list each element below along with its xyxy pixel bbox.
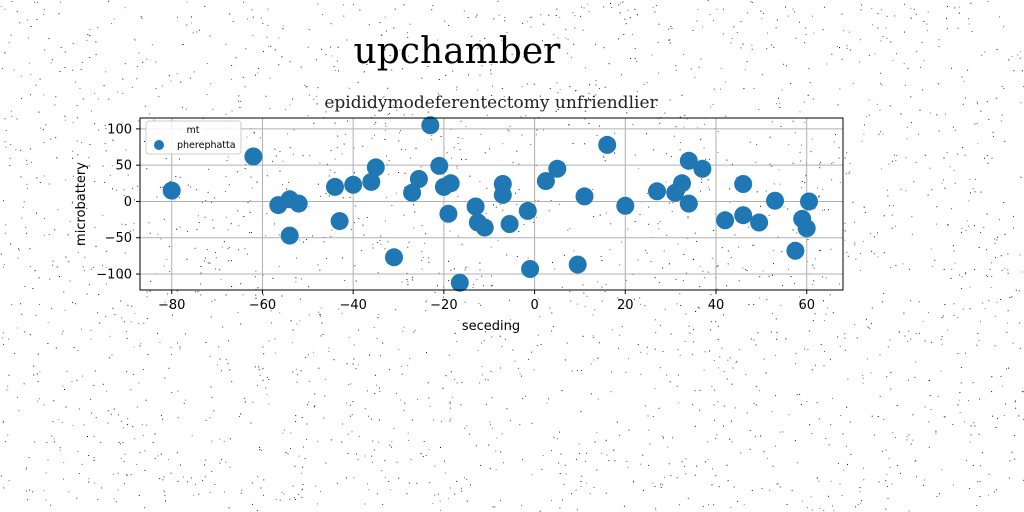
y-tick-label: −100 [96,268,132,283]
data-point [403,183,422,202]
data-point [575,187,594,206]
legend-box [145,120,242,155]
data-point [326,177,344,196]
x-tick-label: −80 [158,298,185,313]
data-point [750,213,769,232]
data-point [366,158,385,177]
x-tick-label: 60 [798,298,815,313]
data-point [330,212,349,231]
legend: mt pherephatta [145,120,242,155]
data-point [289,194,308,213]
data-point [500,215,519,233]
x-tick-label: 0 [530,298,538,313]
data-point [766,191,784,210]
x-tick-label: −40 [339,298,366,313]
data-point [679,194,698,213]
x-tick-label: −60 [249,298,276,313]
data-point [568,255,587,274]
data-point [450,273,469,292]
data-point [439,204,458,223]
plot-frame [139,117,844,291]
data-point [693,159,712,178]
data-point [441,174,460,193]
data-point [518,201,537,220]
x-tick-label: 40 [708,298,725,313]
chart-suptitle: upchamber [354,31,562,72]
y-axis-ticks: −100 −50 0 50 100 [96,122,140,283]
legend-marker [154,140,164,150]
data-point [786,241,805,260]
data-point [385,248,403,267]
data-point [280,226,299,245]
y-tick-label: 0 [124,195,132,210]
y-axis-label: microbattery [74,162,89,246]
data-point [800,192,818,211]
data-point [734,206,753,225]
data-point [244,147,263,166]
x-axis-ticks: −80 −60 −40 −20 0 20 40 60 [158,290,815,313]
x-tick-label: 20 [617,298,634,313]
x-tick-label: −20 [430,298,457,313]
data-point [548,159,567,178]
data-point [797,219,816,238]
data-point [430,156,449,175]
x-axis-label: seceding [462,319,520,334]
y-tick-label: 100 [107,122,132,137]
y-tick-label: −50 [105,231,132,246]
data-point [362,172,381,191]
data-point [679,151,698,170]
legend-entry-label: pherephatta [177,140,236,151]
data-point [475,218,494,237]
data-point [673,174,691,193]
data-point [344,175,363,194]
data-point [466,197,485,216]
y-tick-label: 50 [115,159,132,174]
data-points [162,116,818,292]
legend-title: mt [187,125,200,136]
data-point [536,172,555,191]
data-point [409,170,428,188]
data-point [648,182,666,201]
data-point [734,175,753,193]
data-point [616,196,635,215]
data-point [598,135,617,154]
chart-title: epididymodeferentectomy unfriendlier [324,93,658,113]
data-point [421,116,440,135]
data-point [162,181,181,200]
grid-lines [140,118,843,290]
data-point [493,185,512,204]
data-point [521,260,540,278]
data-point [716,211,735,230]
